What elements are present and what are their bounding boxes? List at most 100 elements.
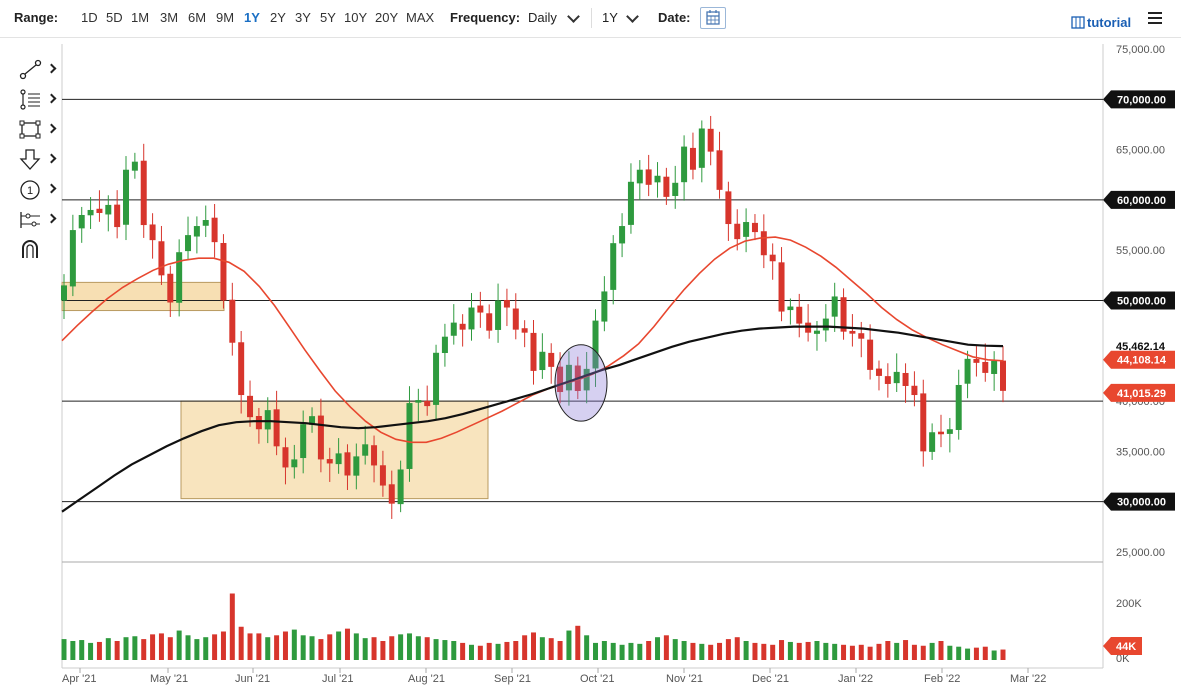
volume-bar <box>672 639 678 660</box>
x-tick-label: Feb '22 <box>924 673 960 685</box>
candle-body <box>273 409 280 447</box>
candle-body <box>87 209 94 216</box>
menu-icon[interactable] <box>1148 12 1162 24</box>
number-marker-tool[interactable]: 1 <box>18 178 58 202</box>
candle-body <box>503 299 510 308</box>
volume-tag-bg <box>1103 637 1142 655</box>
fib-tool[interactable] <box>18 88 58 112</box>
range-5d[interactable]: 5D <box>106 10 123 25</box>
volume-bar <box>291 629 297 660</box>
calendar-button[interactable] <box>700 7 726 29</box>
range-max[interactable]: MAX <box>406 10 435 25</box>
candle-body <box>707 128 714 152</box>
frequency-select[interactable]: Daily <box>528 10 557 25</box>
volume-bar <box>486 642 492 660</box>
volume-tick-label: 200K <box>1116 598 1142 610</box>
volume-bar <box>398 634 404 660</box>
volume-bar <box>903 640 909 660</box>
volume-bar <box>513 641 519 660</box>
volume-bar <box>548 638 554 660</box>
volume-bar <box>973 647 979 660</box>
candle-body <box>929 432 936 452</box>
candle-body <box>291 459 298 468</box>
volume-bar <box>220 631 226 660</box>
candle-body <box>1000 360 1006 391</box>
range-9m[interactable]: 9M <box>216 10 235 25</box>
line-draw-tool[interactable] <box>18 58 58 82</box>
period-select[interactable]: 1Y <box>602 10 618 25</box>
volume-bar <box>663 635 669 660</box>
volume-bar <box>805 641 811 660</box>
candle-body <box>982 361 989 373</box>
volume-bar <box>911 644 917 660</box>
range-3y[interactable]: 3Y <box>295 10 311 25</box>
candle-body <box>459 323 466 330</box>
candle-body <box>317 415 324 460</box>
volume-bar <box>885 641 891 660</box>
volume-bar <box>699 643 705 660</box>
candle-body <box>893 371 900 384</box>
volume-bar <box>708 644 714 660</box>
candle-body <box>964 358 971 384</box>
measure-icon <box>20 212 40 228</box>
candle-body <box>875 368 882 376</box>
volume-bar <box>584 635 590 660</box>
candle-body <box>264 410 271 430</box>
range-20y[interactable]: 20Y <box>375 10 399 25</box>
volume-current-tag: 44K <box>1116 641 1136 653</box>
volume-bar <box>265 637 271 660</box>
y-tick-label: 65,000.00 <box>1116 145 1165 157</box>
range-10y[interactable]: 10Y <box>344 10 368 25</box>
range-1y[interactable]: 1Y <box>244 10 260 25</box>
magnet-tool[interactable] <box>18 238 58 262</box>
level-tag: 70,000.00 <box>1117 94 1166 106</box>
measure-tool[interactable] <box>18 208 58 232</box>
rectangle-tool[interactable] <box>18 118 58 142</box>
candle-body <box>698 128 705 168</box>
volume-bar <box>628 642 634 660</box>
candle-body <box>433 352 440 405</box>
y-tick-label: 45,462.14 <box>1116 341 1165 353</box>
calendar-icon <box>706 10 720 25</box>
volume-bar <box>956 646 962 660</box>
arrow-tool[interactable] <box>18 148 58 172</box>
candle-body <box>991 360 998 374</box>
range-1m[interactable]: 1M <box>131 10 150 25</box>
candle-body <box>353 456 360 476</box>
volume-bar <box>309 636 315 660</box>
volume-bar <box>256 633 262 660</box>
ma50-value-tag: 44,108.14 <box>1117 355 1167 367</box>
frequency-label: Frequency: <box>450 10 521 25</box>
tutorial-link[interactable]: tutorial <box>1087 15 1132 30</box>
candle-body <box>716 150 723 190</box>
candle-body <box>371 445 378 466</box>
candle-body <box>884 376 891 384</box>
x-tick-label: Oct '21 <box>580 673 615 685</box>
volume-bar <box>504 641 510 660</box>
candle-body <box>743 222 750 237</box>
volume-bar <box>105 638 111 660</box>
candle-body <box>867 339 874 370</box>
candle-body <box>424 400 431 407</box>
y-tick-label: 75,000.00 <box>1116 44 1165 56</box>
volume-bar <box>619 644 625 660</box>
range-3m[interactable]: 3M <box>160 10 179 25</box>
volume-bar <box>203 637 209 660</box>
range-5y[interactable]: 5Y <box>320 10 336 25</box>
candle-body <box>654 175 661 183</box>
x-tick-label: Jan '22 <box>838 673 873 685</box>
candle-body <box>946 429 953 434</box>
level-tag-bg <box>1103 492 1175 511</box>
candle-body <box>840 297 847 332</box>
range-1d[interactable]: 1D <box>81 10 98 25</box>
range-2y[interactable]: 2Y <box>270 10 286 25</box>
candle-body <box>672 182 679 196</box>
volume-bar <box>371 637 377 660</box>
range-6m[interactable]: 6M <box>188 10 207 25</box>
candle-body <box>787 306 794 311</box>
ma200-value-label: 45,462.14 <box>1116 341 1166 353</box>
candle-body <box>627 181 634 225</box>
line-draw-icon <box>19 59 42 80</box>
volume-bar <box>300 635 306 660</box>
volume-bar <box>344 628 350 660</box>
